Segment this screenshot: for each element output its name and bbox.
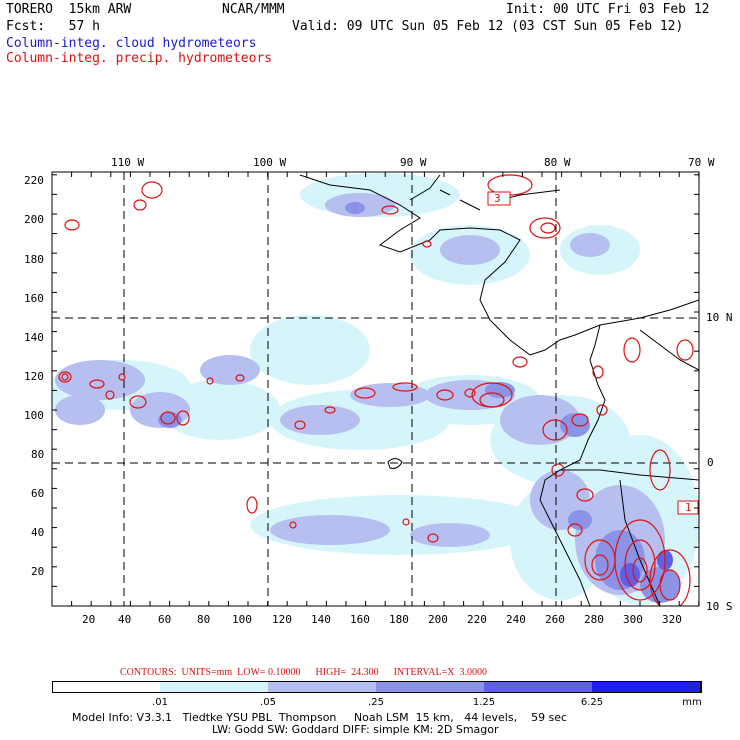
lon-label-90w: 90 W (400, 156, 427, 169)
colorbar-cell-0 (52, 681, 161, 693)
colorbar-cell-3 (376, 681, 485, 693)
init-time: Init: 00 UTC Fri 03 Feb 12 (506, 2, 710, 17)
x-tick-80: 80 (197, 613, 211, 626)
x-tick-120: 120 (272, 613, 292, 626)
field-precip-label: Column-integ. precip. hydrometeors (6, 51, 273, 66)
model-info-line2: LW: Godd SW: Goddard DIFF: simple KM: 2D… (212, 723, 499, 736)
y-tick-40: 40 (31, 526, 45, 539)
x-tick-280: 280 (584, 613, 604, 626)
colorbar-cell-2 (268, 681, 377, 693)
lon-label-70w: 70 W (688, 156, 715, 169)
y-tick-20: 20 (31, 565, 45, 578)
x-tick-200: 200 (428, 613, 448, 626)
lat-label-0: 0 (707, 456, 714, 469)
x-tick-260: 260 (545, 613, 565, 626)
colorbar-label-0: .01 (152, 697, 168, 708)
y-tick-220: 220 (24, 174, 44, 187)
contour-box-label-1: 1 (685, 501, 692, 514)
contour-box-labels (487, 191, 699, 515)
y-tick-100: 100 (24, 409, 44, 422)
x-tick-160: 160 (350, 613, 370, 626)
x-tick-220: 220 (467, 613, 487, 626)
x-tick-40: 40 (118, 613, 132, 626)
colorbar-label-1: .05 (260, 697, 276, 708)
map-frame (51, 171, 700, 607)
axis-ticks (51, 172, 700, 607)
x-tick-320: 320 (662, 613, 682, 626)
lat-label-10n: 10 N (706, 311, 733, 324)
colorbar-cell-5 (592, 681, 702, 693)
y-tick-80: 80 (31, 448, 45, 461)
y-tick-140: 140 (24, 331, 44, 344)
contour-box-label-3: 3 (494, 192, 501, 205)
colorbar-label-2: .25 (368, 697, 384, 708)
lat-label-10s: 10 S (706, 600, 733, 613)
x-tick-180: 180 (389, 613, 409, 626)
field-cloud-label: Column-integ. cloud hydrometeors (6, 36, 257, 51)
colorbar-unit: mm (682, 697, 702, 708)
y-tick-60: 60 (31, 487, 45, 500)
lon-label-110w: 110 W (111, 156, 145, 169)
y-tick-200: 200 (24, 213, 44, 226)
x-tick-60: 60 (158, 613, 172, 626)
lon-label-80w: 80 W (544, 156, 571, 169)
center-name: NCAR/MMM (222, 2, 285, 17)
precip-contours (58, 174, 694, 606)
x-tick-300: 300 (623, 613, 643, 626)
colorbar-label-4: 6.25 (580, 697, 604, 708)
y-tick-160: 160 (24, 292, 44, 305)
colorbar-cell-4 (484, 681, 593, 693)
model-title: TORERO 15km ARW (6, 2, 132, 17)
valid-time: Valid: 09 UTC Sun 05 Feb 12 (03 CST Sun … (292, 19, 684, 34)
lat-lon-grid (52, 172, 699, 606)
y-tick-120: 120 (24, 370, 44, 383)
x-tick-100: 100 (232, 613, 252, 626)
contours-info: CONTOURS: UNITS=mm LOW= 0.10000 HIGH= 24… (120, 667, 487, 678)
model-info-line1: Model Info: V3.3.1 Tiedtke YSU PBL Thomp… (72, 711, 568, 724)
x-tick-140: 140 (311, 613, 331, 626)
x-tick-20: 20 (82, 613, 96, 626)
x-tick-240: 240 (506, 613, 526, 626)
forecast-hour: Fcst: 57 h (6, 19, 100, 34)
lon-label-100w: 100 W (253, 156, 287, 169)
colorbar-cell-1 (160, 681, 269, 693)
y-tick-180: 180 (24, 253, 44, 266)
colorbar-label-3: 1.25 (472, 697, 496, 708)
